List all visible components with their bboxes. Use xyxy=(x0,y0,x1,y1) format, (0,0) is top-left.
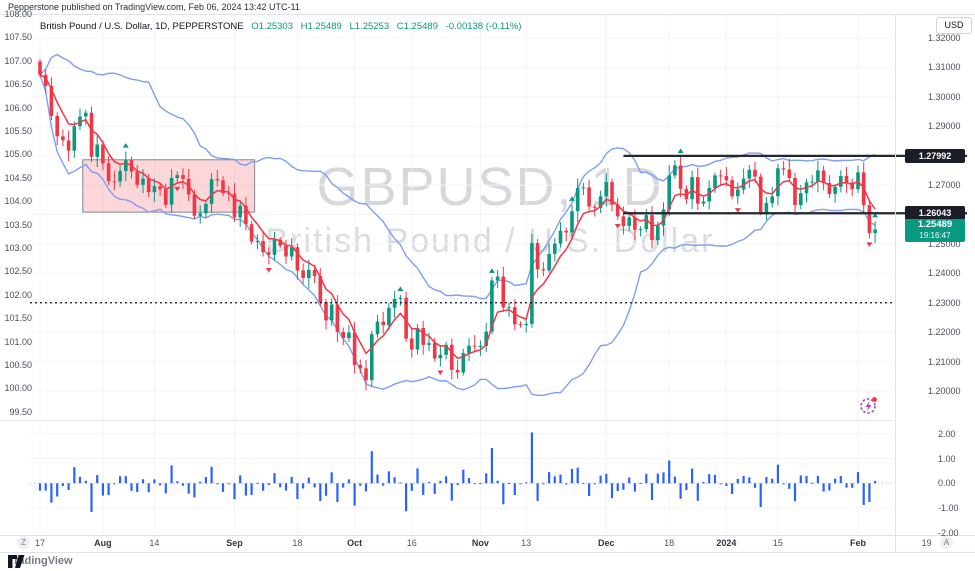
bar-countdown: 19:16:47 xyxy=(919,231,951,240)
time-axis-label: 15 xyxy=(772,538,783,548)
ohlc-change: -0.00138 (-0.11%) xyxy=(445,21,522,32)
ohlc-close: C1.25489 xyxy=(396,21,438,32)
time-axis-label: 13 xyxy=(521,538,532,548)
time-axis-label: Sep xyxy=(226,538,243,548)
right-axis-label: 1.27000 xyxy=(928,180,961,191)
tradingview-logo[interactable]: TradingView xyxy=(8,555,73,568)
right-axis-label: 1.21000 xyxy=(928,356,961,367)
right-axis-label: 1.25000 xyxy=(928,238,961,249)
right-axis-label: 1.20000 xyxy=(928,386,961,396)
corner-badge[interactable]: A xyxy=(940,536,953,549)
ohlc-low: L1.25253 xyxy=(349,21,390,32)
right-axis-label: 1.30000 xyxy=(928,91,961,102)
timezone-badge[interactable]: Z xyxy=(17,536,30,549)
left-axis-label: 103.50 xyxy=(4,219,32,230)
time-axis-label: 18 xyxy=(664,538,675,548)
footer-separator xyxy=(0,552,975,553)
left-axis-label: 105.00 xyxy=(4,149,32,160)
left-axis-label: 107.00 xyxy=(4,55,32,66)
time-axis-label: 14 xyxy=(149,538,160,548)
support-price-label[interactable]: 1.26043 xyxy=(905,206,965,220)
last-price-value: 1.25489 xyxy=(917,219,953,230)
symbol-name: British Pound / U.S. Dollar, 1D, PEPPERS… xyxy=(40,21,244,32)
pane-separator[interactable] xyxy=(0,420,893,421)
time-axis-label: Oct xyxy=(347,538,363,548)
time-axis-label: 17 xyxy=(34,538,45,548)
time-axis-label: Feb xyxy=(849,538,866,548)
indicator-axis-label: -2.00 xyxy=(938,527,959,538)
left-axis-label: 101.50 xyxy=(4,313,32,324)
left-axis-label: 100.50 xyxy=(4,360,32,370)
indicator-axis-label: 2.00 xyxy=(938,428,956,439)
ohlc-high: H1.25489 xyxy=(300,21,342,32)
publish-attribution: Pepperstone published on TradingView.com… xyxy=(8,2,300,12)
left-axis-label: 103.00 xyxy=(4,243,32,253)
symbol-info-row[interactable]: British Pound / U.S. Dollar, 1D, PEPPERS… xyxy=(40,21,521,32)
indicator-axis-label: 1.00 xyxy=(938,453,956,464)
last-price-label[interactable]: 1.25489 19:16:47 xyxy=(905,219,965,242)
left-axis-label: 104.50 xyxy=(4,172,32,183)
time-axis-label: 16 xyxy=(406,538,417,548)
indicator-axis-label: 0.00 xyxy=(938,478,956,489)
left-axis-label: 104.00 xyxy=(4,196,32,207)
right-axis-label: 1.23000 xyxy=(928,297,961,308)
tradingview-logo-text: TradingView xyxy=(8,555,73,567)
time-axis-label: Nov xyxy=(471,538,489,548)
ohlc-open: O1.25303 xyxy=(251,21,293,32)
left-axis-label: 105.50 xyxy=(4,126,32,136)
time-axis-label: Dec xyxy=(598,538,615,548)
right-axis-label: 1.32000 xyxy=(928,33,961,43)
left-axis-label: 101.00 xyxy=(4,336,32,347)
left-axis-label: 106.00 xyxy=(4,102,32,113)
tradingview-logo-icon xyxy=(8,555,25,568)
time-axis-separator xyxy=(0,535,975,536)
left-axis-label: 102.50 xyxy=(4,266,32,277)
top-frame-line xyxy=(0,14,975,15)
currency-toggle-button[interactable]: USD xyxy=(936,17,972,34)
left-axis-label: 99.50 xyxy=(9,406,32,417)
consolidation-box xyxy=(82,159,256,213)
indicator-axis-label: -1.00 xyxy=(938,503,959,513)
left-axis-label: 106.50 xyxy=(4,79,32,90)
right-axis-label: 1.22000 xyxy=(928,327,961,338)
resistance-price-label[interactable]: 1.27992 xyxy=(905,149,965,163)
time-axis-label: 2024 xyxy=(716,538,737,548)
ideas-stream-icon xyxy=(860,397,877,414)
left-axis-label: 107.50 xyxy=(4,32,32,43)
right-axis-separator xyxy=(895,14,896,552)
time-axis-label: 19 xyxy=(921,538,932,548)
right-axis-label: 1.24000 xyxy=(928,268,961,279)
time-axis-label: 18 xyxy=(292,538,303,548)
time-axis-label: Aug xyxy=(94,538,112,548)
right-axis-label: 1.29000 xyxy=(928,121,961,132)
left-axis-label: 102.00 xyxy=(4,289,32,300)
right-axis-label: 1.31000 xyxy=(928,62,961,73)
left-axis-label: 108.00 xyxy=(4,9,32,19)
left-axis-label: 100.00 xyxy=(4,383,32,394)
